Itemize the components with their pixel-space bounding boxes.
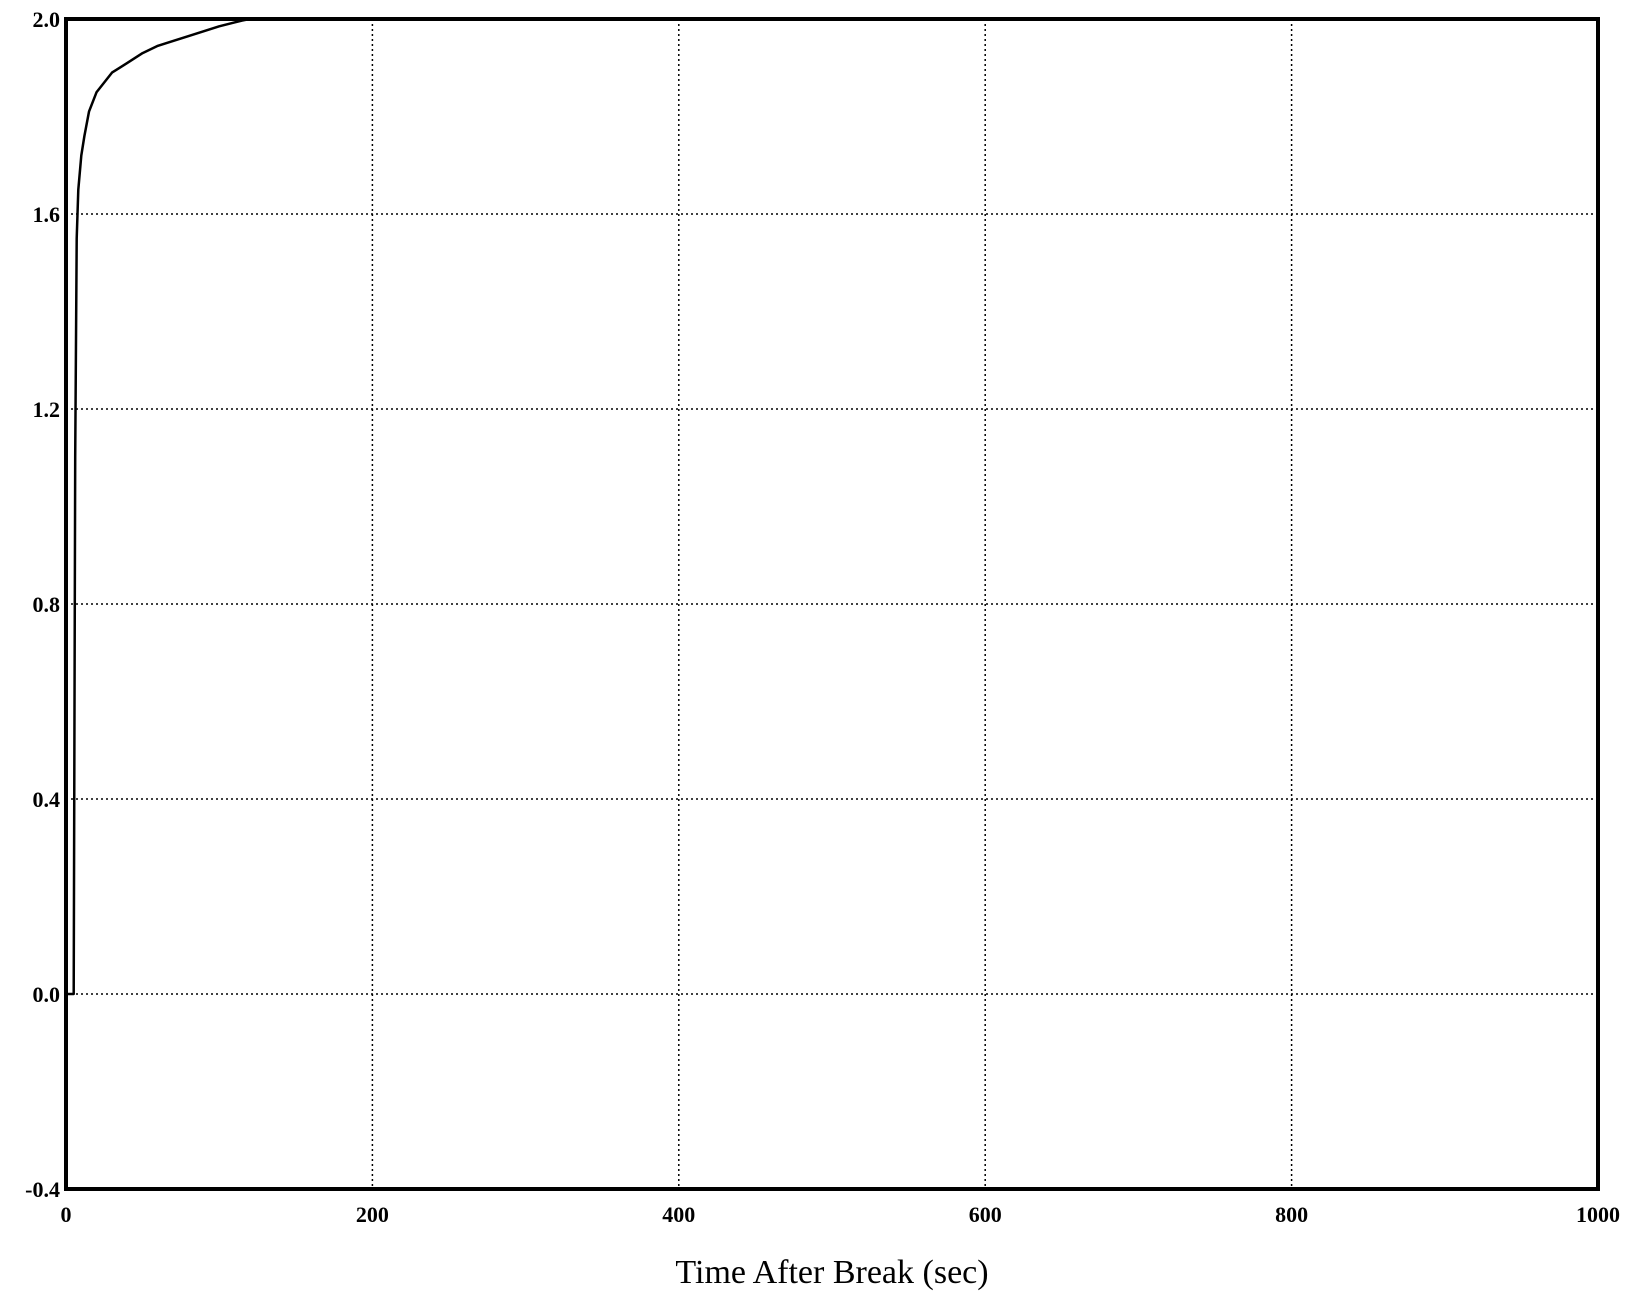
series-group (66, 17, 1598, 996)
x-tick-labels: 0 200 400 600 800 1000 (61, 1202, 1621, 1227)
plot-frame (64, 17, 1600, 1191)
grid-lines (66, 19, 1598, 1189)
x-tick-label: 0 (61, 1202, 72, 1227)
x-tick-label: 600 (969, 1202, 1002, 1227)
y-tick-label: 1.6 (33, 202, 61, 227)
y-tick-label: 0.8 (33, 592, 61, 617)
y-tick-label: 0.4 (33, 787, 61, 812)
x-axis-label: Time After Break (sec) (675, 1254, 988, 1291)
x-tick-label: 400 (662, 1202, 695, 1227)
y-tick-label: -0.4 (25, 1177, 60, 1202)
y-tick-label: 1.2 (33, 397, 61, 422)
series-line-0 (66, 17, 1598, 996)
y-tick-labels: -0.4 0.0 0.4 0.8 1.2 1.6 2.0 (25, 7, 60, 1202)
x-tick-label: 1000 (1576, 1202, 1620, 1227)
x-tick-label: 200 (356, 1202, 389, 1227)
y-tick-label: 2.0 (33, 7, 61, 32)
y-tick-label: 0.0 (33, 982, 61, 1007)
x-tick-label: 800 (1275, 1202, 1308, 1227)
